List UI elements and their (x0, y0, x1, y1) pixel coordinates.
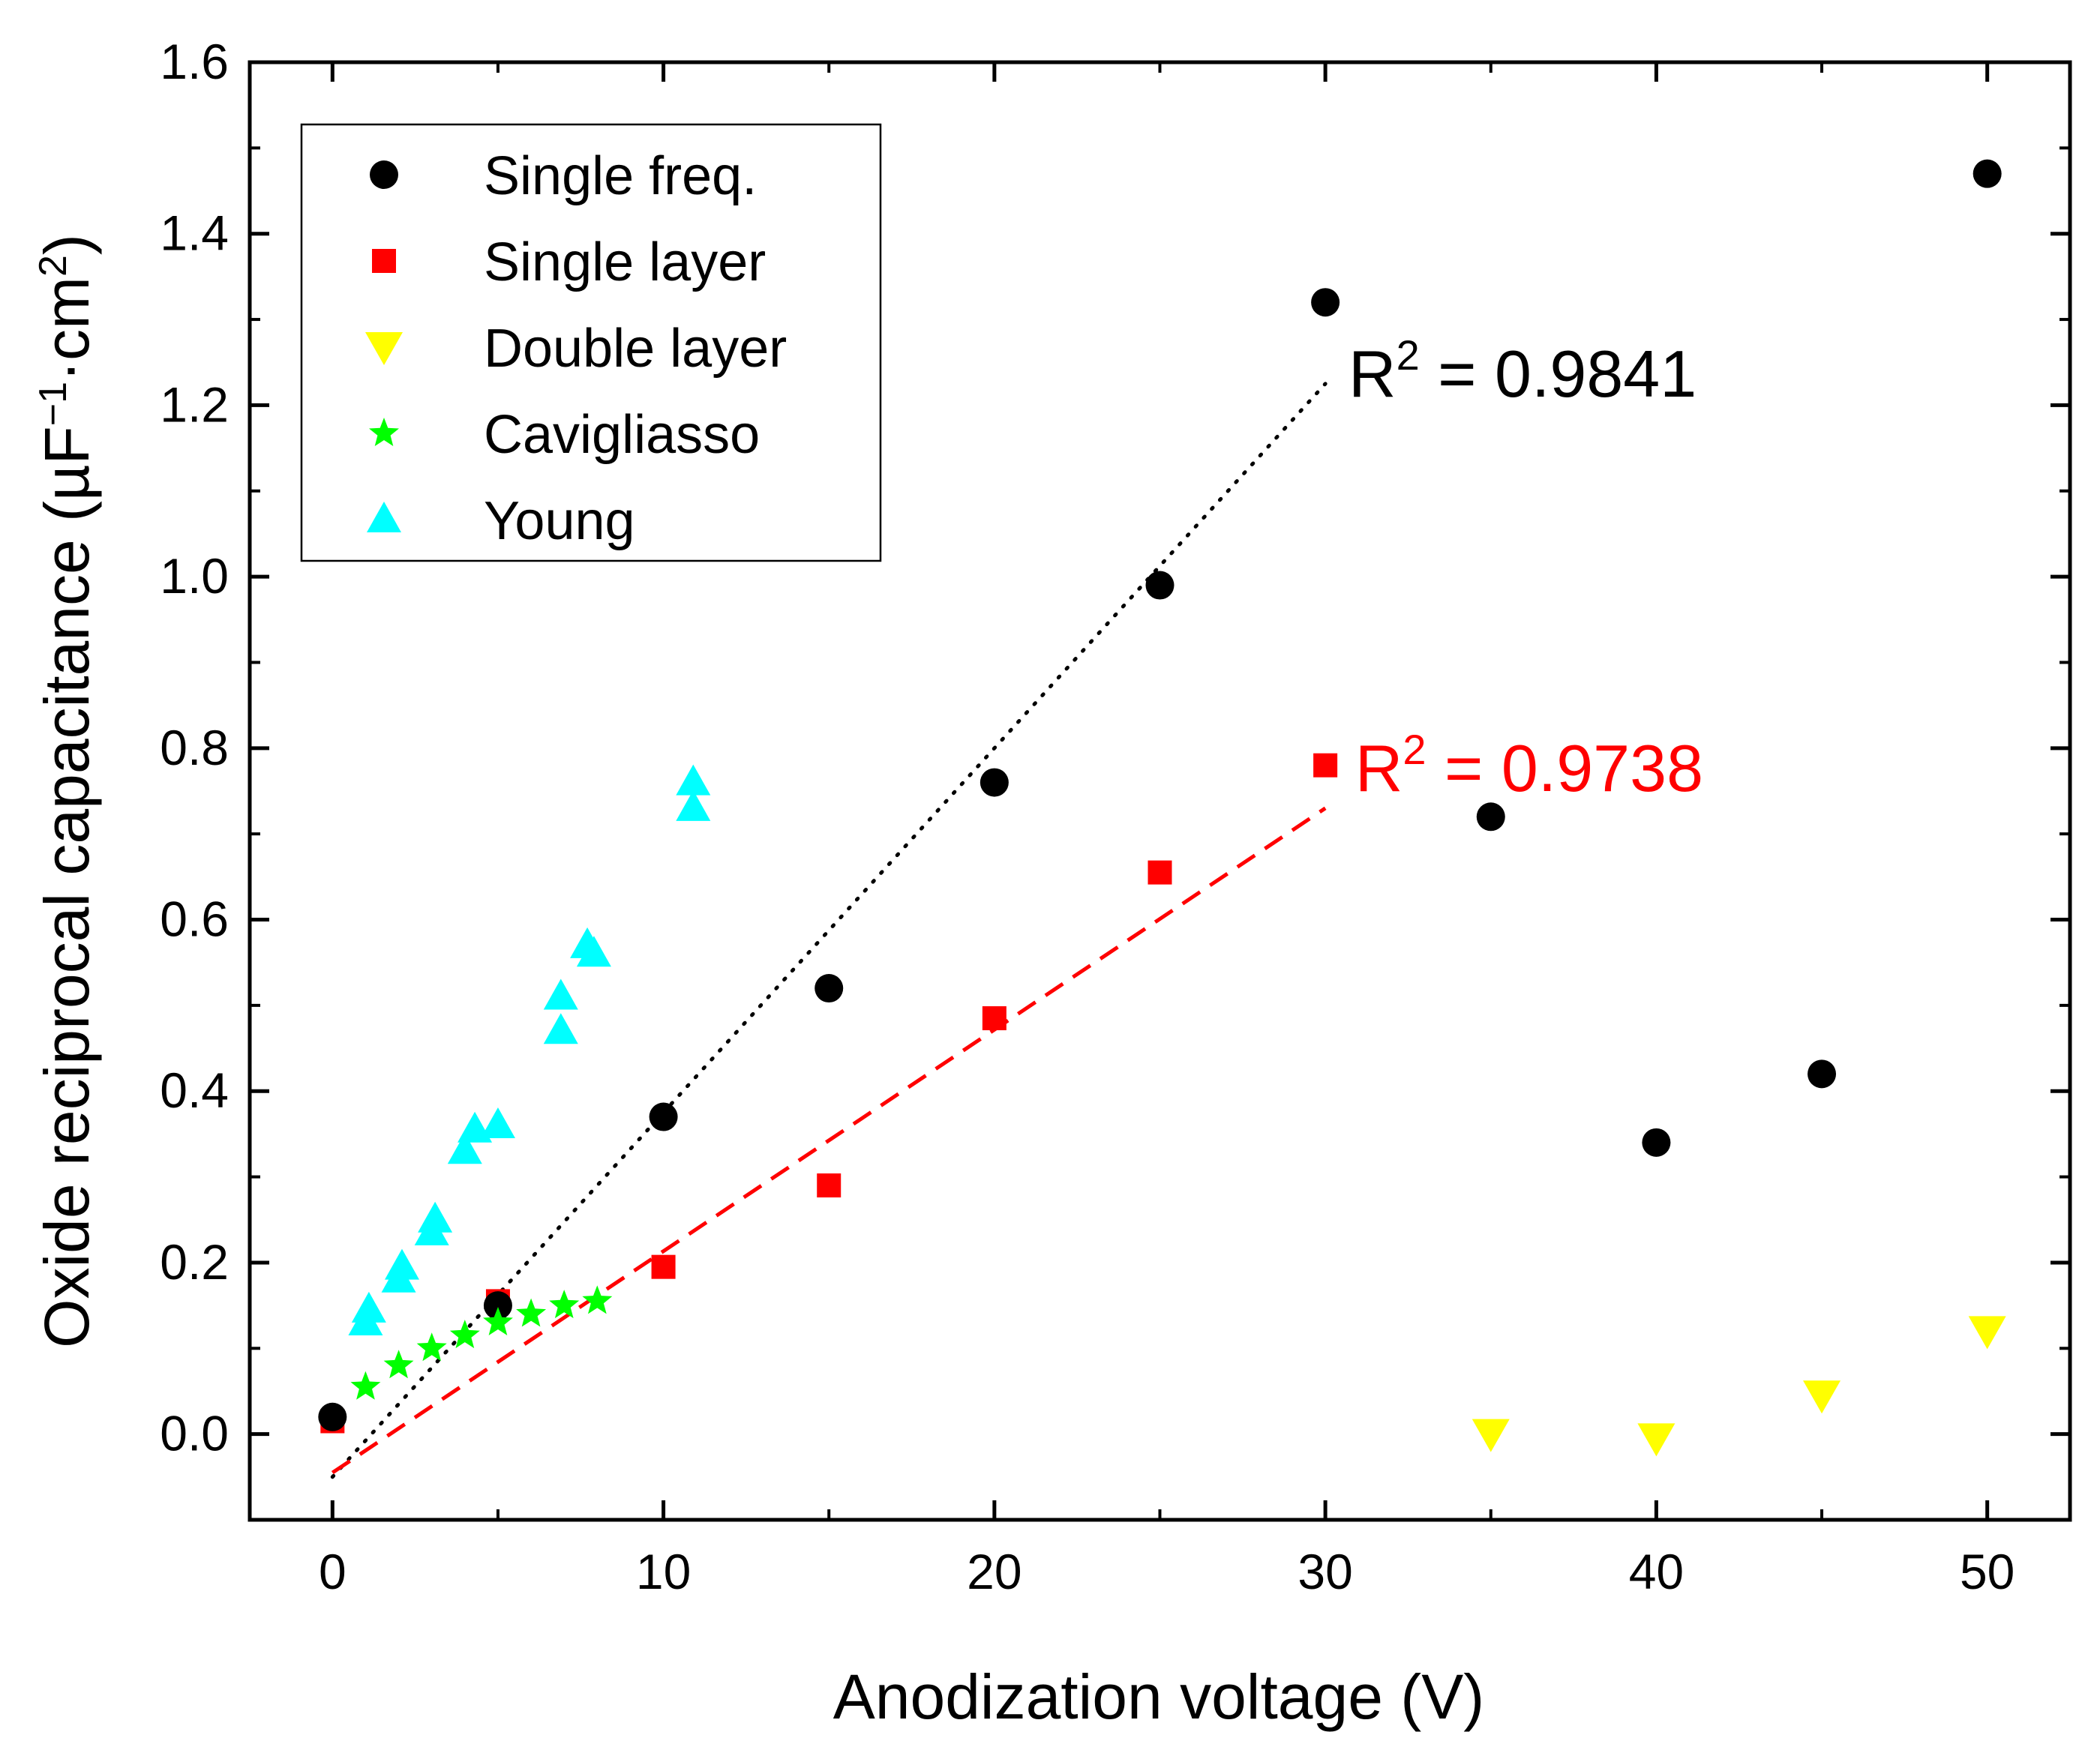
data-point (651, 1254, 676, 1279)
data-point (543, 978, 578, 1010)
data-point (1642, 1128, 1671, 1157)
legend-marker (369, 418, 399, 446)
data-point (982, 1006, 1006, 1031)
legend-marker (367, 502, 401, 532)
data-point (543, 1013, 578, 1044)
data-point (814, 974, 844, 1003)
fit-line (331, 806, 1327, 1475)
y-axis-title: Oxide reciprocal capacitance (µF−1·cm2) (32, 234, 102, 1348)
data-point (649, 1102, 678, 1131)
x-tick-label: 20 (967, 1544, 1022, 1599)
data-point (447, 1133, 482, 1164)
data-point (350, 1371, 381, 1400)
legend-label: Double layer (484, 319, 787, 379)
data-point (383, 1350, 414, 1379)
y-tick-label: 1.0 (160, 548, 229, 604)
legend-label: Single freq. (484, 146, 757, 206)
data-point (817, 1173, 842, 1198)
r-squared-label: R2 = 0.9738 (1355, 726, 1703, 805)
data-point (449, 1320, 480, 1349)
data-point (1972, 159, 2002, 188)
data-point (384, 1248, 419, 1280)
y-tick-label: 0.4 (160, 1062, 229, 1118)
data-point (516, 1298, 547, 1327)
data-point (676, 764, 711, 796)
y-tick-label: 0.0 (160, 1406, 229, 1461)
y-tick-label: 0.8 (160, 720, 229, 775)
data-point (676, 790, 711, 821)
data-point (980, 768, 1009, 797)
data-point (1803, 1380, 1841, 1414)
legend-label: Single layer (484, 232, 766, 292)
legend-marker (365, 332, 403, 365)
data-point (418, 1201, 453, 1233)
data-point (1313, 753, 1338, 778)
legend-marker (370, 160, 398, 189)
legend-label: Cavigliasso (484, 405, 760, 465)
x-tick-label: 10 (636, 1544, 691, 1599)
data-point (480, 1107, 515, 1138)
axis-ticks: 0 10 20 30 40 50 0.0 0.2 0.4 0.6 0.8 1.0 1.2 1.4 1.6 (160, 34, 2070, 1599)
data-point (1148, 860, 1172, 885)
legend: Single freq. Single layer Double layer Cavi… (300, 123, 882, 562)
data-markers (318, 159, 2006, 1457)
data-point (576, 936, 611, 967)
data-point (1968, 1316, 2006, 1350)
data-point (1476, 802, 1505, 832)
y-tick-label: 1.4 (160, 205, 229, 261)
r-squared-label: R2 = 0.9841 (1348, 331, 1696, 411)
data-point (549, 1290, 580, 1319)
legend-marker (372, 249, 396, 273)
x-tick-label: 30 (1298, 1544, 1352, 1599)
x-tick-label: 40 (1629, 1544, 1684, 1599)
x-tick-label: 50 (1960, 1544, 2014, 1599)
legend-box (300, 123, 882, 562)
legend-label: Young (484, 491, 635, 551)
data-point (483, 1307, 513, 1335)
data-point (582, 1285, 613, 1314)
y-tick-label: 0.2 (160, 1234, 229, 1290)
data-point (1145, 571, 1174, 600)
data-point (416, 1332, 447, 1362)
y-tick-label: 1.6 (160, 34, 229, 89)
x-axis-title: Anodization voltage (V) (833, 1662, 1485, 1732)
data-point (1637, 1423, 1676, 1457)
y-tick-label: 0.6 (160, 891, 229, 947)
y-tick-label: 1.2 (160, 376, 229, 432)
data-point (483, 1291, 512, 1320)
data-point (1311, 288, 1340, 317)
r-squared-annotations: R2 = 0.9841 R2 = 0.9738 (1348, 331, 1703, 805)
data-point (351, 1291, 386, 1323)
x-tick-label: 0 (319, 1544, 346, 1599)
data-point (318, 1402, 347, 1431)
data-point (1808, 1059, 1837, 1089)
data-point (1472, 1419, 1510, 1452)
fit-lines (330, 382, 1328, 1479)
